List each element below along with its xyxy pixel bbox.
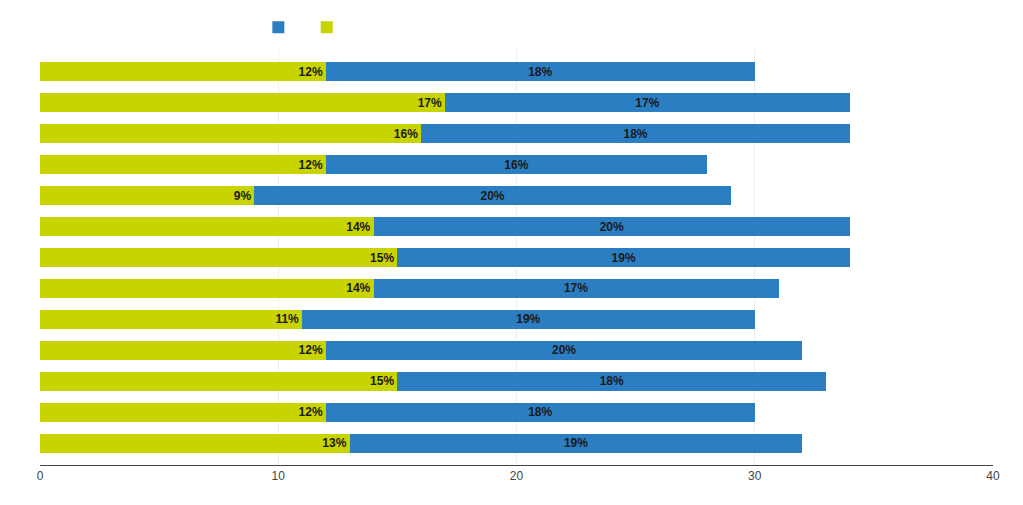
svg-text:15%: 15% [370, 251, 394, 265]
svg-text:19%: 19% [516, 312, 540, 326]
svg-text:12%: 12% [299, 158, 323, 172]
svg-text:19%: 19% [612, 251, 636, 265]
svg-text:20: 20 [510, 469, 524, 483]
svg-text:18%: 18% [600, 374, 624, 388]
svg-text:13%: 13% [322, 436, 346, 450]
svg-text:15%: 15% [370, 374, 394, 388]
svg-text:14%: 14% [346, 220, 370, 234]
svg-text:10: 10 [272, 469, 286, 483]
svg-text:12%: 12% [299, 343, 323, 357]
svg-text:17%: 17% [418, 96, 442, 110]
svg-text:12%: 12% [299, 65, 323, 79]
svg-text:16%: 16% [394, 127, 418, 141]
svg-text:18%: 18% [528, 65, 552, 79]
svg-text:9%: 9% [234, 189, 252, 203]
svg-text:0: 0 [37, 469, 44, 483]
svg-text:17%: 17% [564, 281, 588, 295]
svg-text:14%: 14% [346, 281, 370, 295]
svg-text:11%: 11% [275, 312, 299, 326]
svg-text:30: 30 [748, 469, 762, 483]
svg-text:17%: 17% [635, 96, 659, 110]
svg-text:20%: 20% [481, 189, 505, 203]
svg-text:40: 40 [986, 469, 1000, 483]
svg-text:20%: 20% [552, 343, 576, 357]
svg-text:12%: 12% [299, 405, 323, 419]
svg-text:16%: 16% [504, 158, 528, 172]
svg-text:20%: 20% [600, 220, 624, 234]
svg-text:19%: 19% [564, 436, 588, 450]
svg-text:18%: 18% [623, 127, 647, 141]
svg-text:18%: 18% [528, 405, 552, 419]
